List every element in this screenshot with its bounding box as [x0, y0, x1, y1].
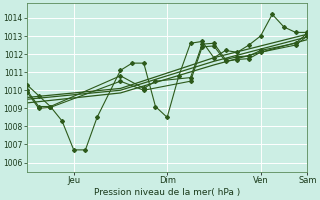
X-axis label: Pression niveau de la mer( hPa ): Pression niveau de la mer( hPa ) — [94, 188, 240, 197]
